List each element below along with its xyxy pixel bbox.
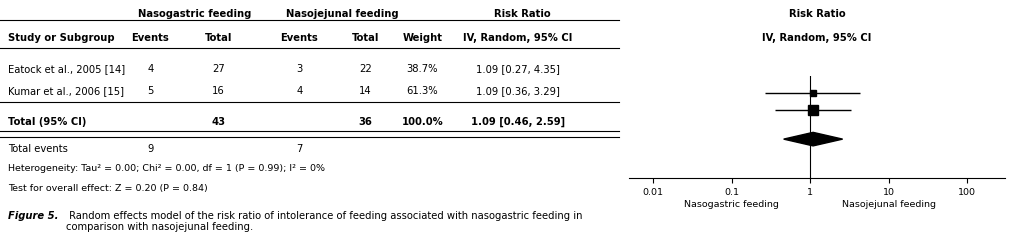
Text: Weight: Weight [402, 33, 443, 43]
Text: 1.09 [0.36, 3.29]: 1.09 [0.36, 3.29] [476, 86, 559, 96]
Text: Events: Events [131, 33, 170, 43]
Text: 14: 14 [359, 86, 371, 96]
Text: 43: 43 [211, 117, 225, 127]
Text: 4: 4 [296, 86, 302, 96]
Text: Nasojejunal feeding: Nasojejunal feeding [286, 9, 399, 19]
Text: Total (95% CI): Total (95% CI) [8, 117, 86, 127]
Text: Test for overall effect: Z = 0.20 (P = 0.84): Test for overall effect: Z = 0.20 (P = 0… [8, 184, 208, 193]
Text: 27: 27 [212, 64, 224, 74]
Text: 38.7%: 38.7% [406, 64, 438, 74]
Text: Nasogastric feeding: Nasogastric feeding [138, 9, 251, 19]
Text: 16: 16 [212, 86, 224, 96]
Text: Events: Events [280, 33, 319, 43]
Text: 22: 22 [359, 64, 371, 74]
Text: Random effects model of the risk ratio of intolerance of feeding associated with: Random effects model of the risk ratio o… [66, 211, 583, 232]
Text: 61.3%: 61.3% [406, 86, 438, 96]
Text: 9: 9 [147, 144, 153, 154]
Text: Risk Ratio: Risk Ratio [789, 9, 845, 19]
Polygon shape [784, 132, 842, 146]
Text: Total: Total [205, 33, 231, 43]
Text: 100.0%: 100.0% [401, 117, 444, 127]
Text: Nasojejunal feeding: Nasojejunal feeding [841, 200, 936, 209]
Text: Kumar et al., 2006 [15]: Kumar et al., 2006 [15] [8, 86, 124, 96]
Text: 3: 3 [296, 64, 302, 74]
Text: Total events: Total events [8, 144, 68, 154]
Text: 1.09 [0.46, 2.59]: 1.09 [0.46, 2.59] [471, 117, 564, 127]
Text: IV, Random, 95% CI: IV, Random, 95% CI [762, 33, 872, 43]
Text: Figure 5.: Figure 5. [8, 211, 59, 221]
Text: Eatock et al., 2005 [14]: Eatock et al., 2005 [14] [8, 64, 125, 74]
Text: 4: 4 [147, 64, 153, 74]
Text: 5: 5 [147, 86, 153, 96]
Text: Total: Total [352, 33, 379, 43]
Text: 7: 7 [296, 144, 302, 154]
Text: Nasogastric feeding: Nasogastric feeding [684, 200, 779, 209]
Text: Study or Subgroup: Study or Subgroup [8, 33, 115, 43]
Text: Heterogeneity: Tau² = 0.00; Chi² = 0.00, df = 1 (P = 0.99); I² = 0%: Heterogeneity: Tau² = 0.00; Chi² = 0.00,… [8, 164, 325, 173]
Text: 36: 36 [358, 117, 373, 127]
Text: IV, Random, 95% CI: IV, Random, 95% CI [463, 33, 572, 43]
Text: Risk Ratio: Risk Ratio [494, 9, 551, 19]
Text: 1.09 [0.27, 4.35]: 1.09 [0.27, 4.35] [476, 64, 559, 74]
